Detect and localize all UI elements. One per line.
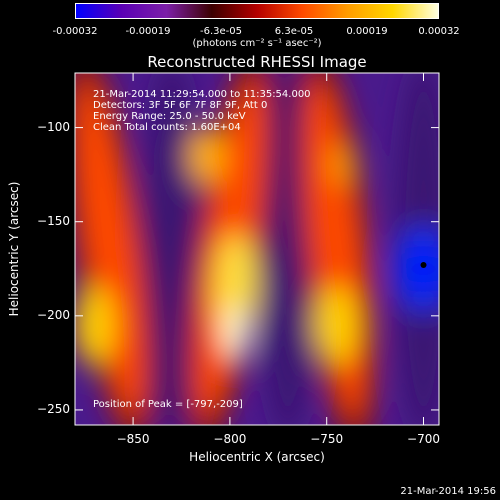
colorbar-tick: -0.00032 — [52, 26, 98, 37]
heatmap-blob — [213, 232, 258, 343]
heatmap-blob — [75, 285, 115, 366]
annotation-counts: Clean Total counts: 1.60E+04 — [93, 122, 241, 133]
colorbar-tick: 0.00019 — [346, 26, 388, 37]
colorbar-tick: -6.3e-05 — [200, 26, 242, 37]
plot-frame — [74, 72, 440, 426]
heatmap-blob — [314, 285, 359, 366]
heatmap-blob — [76, 80, 144, 418]
y-tick-label: −100 — [37, 119, 70, 134]
heatmap-plot: 21-Mar-2014 11:29:54.000 to 11:35:54.000… — [74, 72, 440, 426]
x-axis-label: Heliocentric X (arcsec) — [189, 450, 325, 464]
heatmap-blob — [221, 306, 250, 359]
colorbar-tick: -0.00019 — [125, 26, 171, 37]
heatmap-blob — [330, 143, 355, 188]
colorbar — [75, 3, 439, 19]
heatmap-blob — [143, 73, 200, 425]
colorbar-tick: 0.00032 — [418, 26, 460, 37]
heatmap-blobs — [75, 73, 439, 425]
heatmap-blob — [405, 240, 439, 297]
x-tick-label: −800 — [213, 432, 247, 446]
plot-border — [74, 72, 440, 426]
y-tick-label: −250 — [37, 401, 70, 416]
y-tick-label: −200 — [37, 307, 70, 322]
annotation-detectors: Detectors: 3F 5F 6F 7F 8F 9F, Att 0 — [93, 100, 267, 111]
peak-marker — [420, 262, 427, 268]
peak-label: Position of Peak = [-797,-209] — [93, 399, 243, 410]
footer-timestamp: 21-Mar-2014 19:56 — [400, 486, 496, 497]
chart-title: Reconstructed RHESSI Image — [147, 53, 367, 71]
annotation-energy: Energy Range: 25.0 - 50.0 keV — [93, 111, 246, 122]
colorbar-units: (photons cm⁻² s⁻¹ asec⁻²) — [192, 38, 322, 49]
x-tick-label: −700 — [407, 432, 440, 446]
annotation-time: 21-Mar-2014 11:29:54.000 to 11:35:54.000 — [93, 89, 311, 100]
y-axis-label: Heliocentric Y (arcsec) — [7, 181, 21, 317]
x-tick-label: −850 — [116, 432, 150, 446]
y-tick-label: −150 — [37, 213, 70, 228]
colorbar-tick: 6.3e-05 — [274, 26, 314, 37]
heatmap-blob — [188, 125, 225, 186]
x-tick-label: −750 — [310, 432, 344, 446]
